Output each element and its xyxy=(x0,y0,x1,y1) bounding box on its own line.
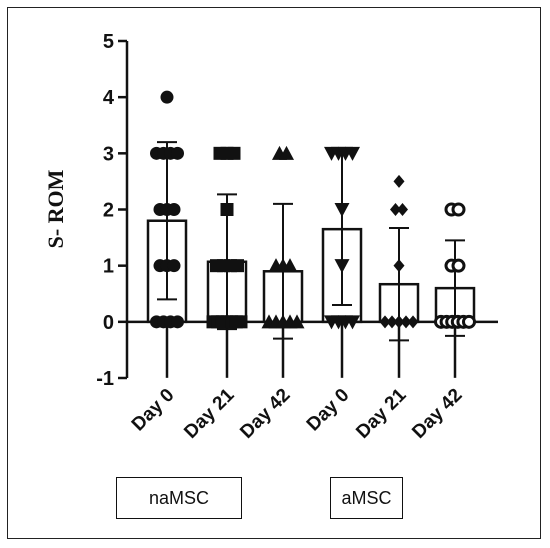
data-point xyxy=(334,203,350,217)
data-point xyxy=(234,315,248,329)
data-point xyxy=(220,203,234,216)
data-point xyxy=(227,146,241,160)
data-point xyxy=(289,314,305,329)
x-tick-label: Day 0 xyxy=(303,385,354,436)
data-point xyxy=(393,259,405,273)
x-tick-label: Day 42 xyxy=(408,385,466,443)
data-point xyxy=(345,146,360,161)
data-point xyxy=(462,314,476,329)
group-label-amsc: aMSC xyxy=(330,477,403,519)
data-point xyxy=(407,315,419,329)
x-tick-label: Day 21 xyxy=(180,384,238,442)
data-point xyxy=(451,258,466,273)
group-label-namsc-text: naMSC xyxy=(148,487,210,508)
x-tick-label: Day 21 xyxy=(352,384,410,442)
y-tick-label: 2 xyxy=(103,200,114,222)
data-point xyxy=(160,90,174,104)
data-point xyxy=(334,259,350,274)
group-label-namsc: naMSC xyxy=(116,477,242,519)
data-point xyxy=(282,258,298,273)
y-tick-label: 3 xyxy=(103,143,114,165)
data-point xyxy=(279,145,294,160)
data-point xyxy=(171,315,184,329)
data-point xyxy=(386,315,398,329)
y-tick-label: 4 xyxy=(103,87,115,109)
y-tick-label: 0 xyxy=(103,312,114,334)
data-point xyxy=(400,315,412,329)
y-tick-label: 5 xyxy=(103,31,114,53)
data-point xyxy=(390,203,401,216)
data-point xyxy=(231,259,244,273)
data-point xyxy=(167,203,181,216)
data-point xyxy=(171,146,184,160)
data-point xyxy=(345,315,360,330)
data-point xyxy=(393,174,405,188)
x-tick-label: Day 42 xyxy=(236,385,294,443)
data-point xyxy=(167,259,181,273)
y-tick-label: 1 xyxy=(103,256,114,278)
data-point xyxy=(393,315,405,329)
y-axis-label: S- ROM xyxy=(43,169,68,248)
group-label-amsc-text: aMSC xyxy=(341,487,392,508)
x-tick-label: Day 0 xyxy=(128,385,179,436)
y-tick-label: -1 xyxy=(96,368,114,390)
data-point xyxy=(379,315,391,329)
data-point xyxy=(397,203,408,216)
data-point xyxy=(451,202,466,217)
